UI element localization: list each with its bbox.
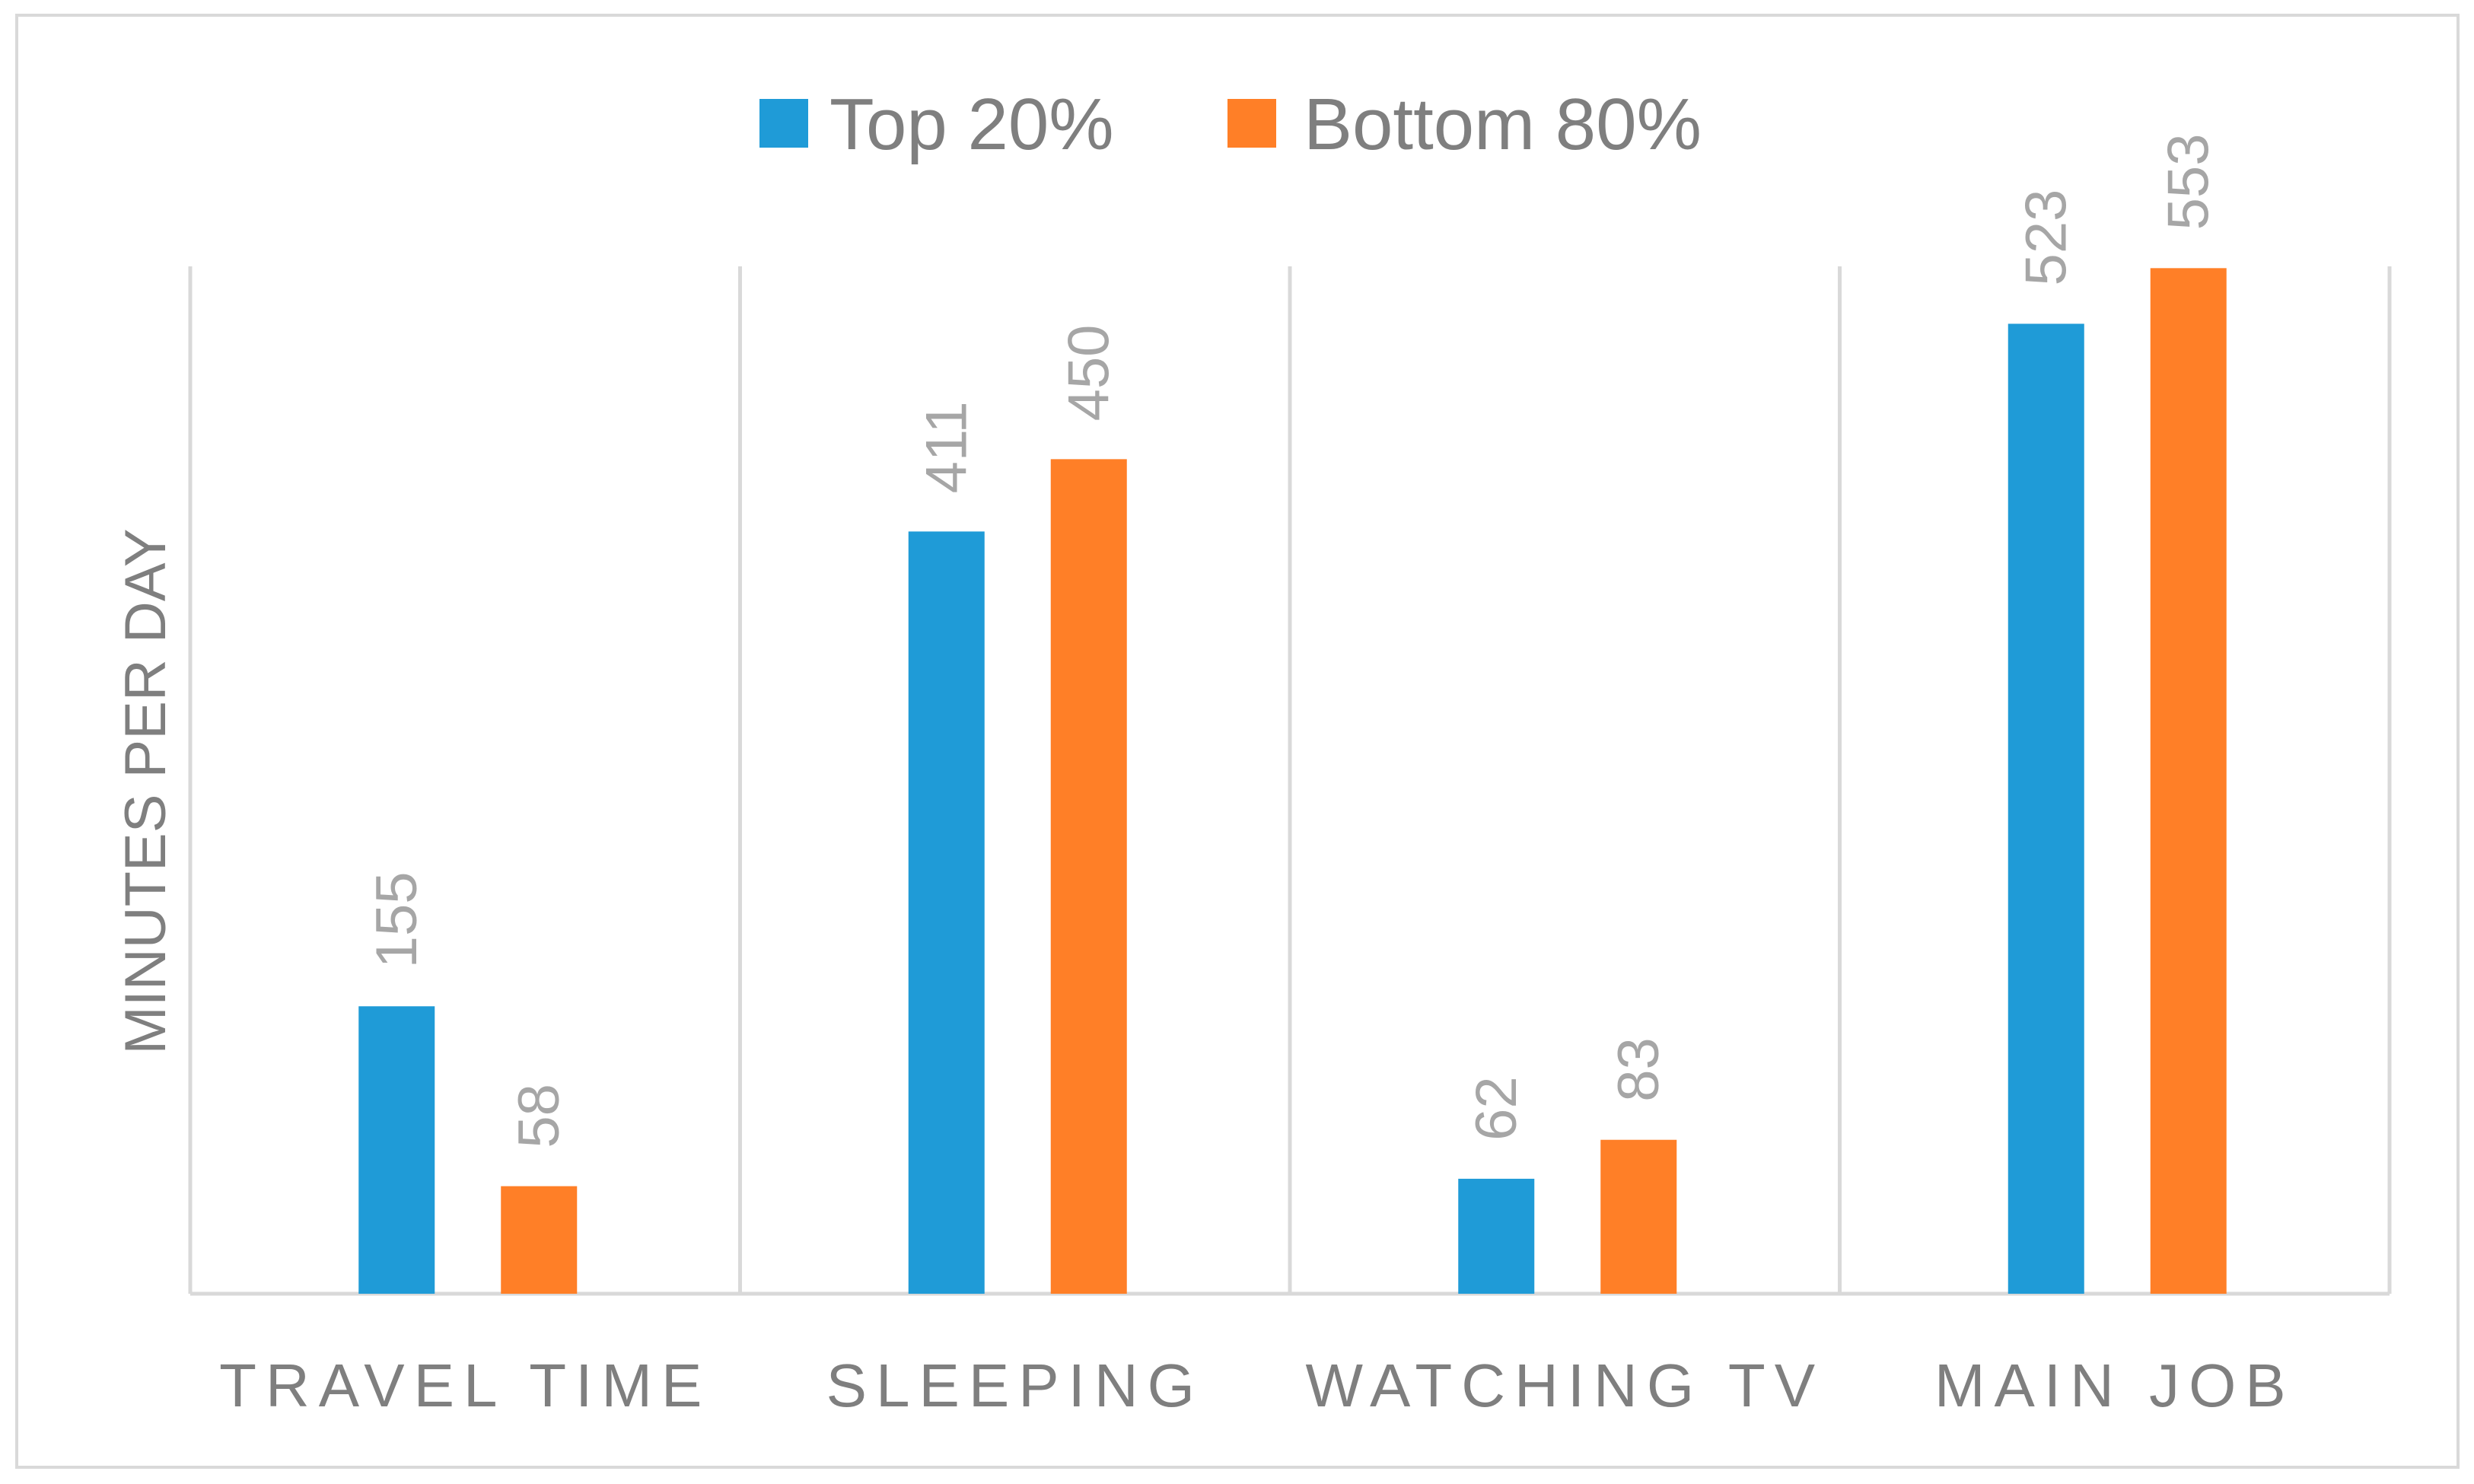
bar-top-20-main-job xyxy=(2008,323,2084,1295)
data-labels-group: 155 58 411 450 62 83 523 553 xyxy=(365,134,2221,1148)
legend-item-bottom-80: Bottom 80% xyxy=(1227,84,1702,165)
data-label-top-20-watching-tv: 62 xyxy=(1464,1076,1529,1141)
bars-group xyxy=(358,268,2227,1295)
legend: Top 20% Bottom 80% xyxy=(759,84,1702,165)
data-label-bottom-80-watching-tv: 83 xyxy=(1606,1037,1671,1102)
category-label-travel-time: TRAVEL TIME xyxy=(219,1352,711,1419)
bar-top-20-travel-time xyxy=(358,1006,435,1294)
data-label-top-20-travel-time: 155 xyxy=(365,871,429,968)
bar-bottom-80-travel-time xyxy=(501,1186,578,1294)
category-label-watching-tv: WATCHING TV xyxy=(1305,1352,1824,1419)
bar-bottom-80-watching-tv xyxy=(1600,1139,1677,1294)
legend-label: Top 20% xyxy=(829,84,1114,165)
bar-bottom-80-sleeping xyxy=(1050,459,1127,1294)
legend-item-top-20: Top 20% xyxy=(759,84,1114,165)
data-label-bottom-80-travel-time: 58 xyxy=(507,1084,572,1148)
bar-top-20-sleeping xyxy=(908,531,985,1294)
legend-swatch xyxy=(1227,99,1276,148)
y-axis-title: MINUTES PER DAY xyxy=(113,528,178,1054)
legend-label: Bottom 80% xyxy=(1304,84,1702,165)
data-label-bottom-80-sleeping: 450 xyxy=(1057,325,1122,422)
category-label-main-job: MAIN JOB xyxy=(1934,1352,2295,1419)
category-gridlines xyxy=(188,266,2392,1294)
bar-top-20-watching-tv xyxy=(1458,1178,1535,1294)
legend-swatch xyxy=(759,99,808,148)
category-labels-group: TRAVEL TIME SLEEPING WATCHING TV MAIN JOB xyxy=(219,1352,2295,1419)
data-label-bottom-80-main-job: 553 xyxy=(2157,134,2221,231)
data-label-top-20-main-job: 523 xyxy=(2014,189,2079,286)
data-label-top-20-sleeping: 411 xyxy=(915,401,979,493)
bar-bottom-80-main-job xyxy=(2150,268,2227,1294)
category-label-sleeping: SLEEPING xyxy=(826,1352,1204,1419)
